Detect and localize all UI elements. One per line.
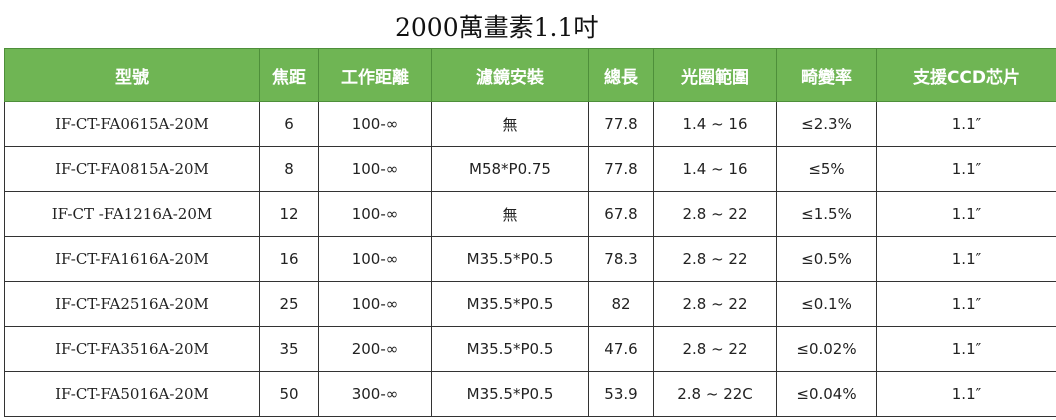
cell-working-distance: 300-∞ bbox=[318, 371, 432, 417]
cell-distortion: ≤1.5% bbox=[776, 191, 877, 237]
cell-filter-mount: M58*P0.75 bbox=[431, 146, 589, 192]
cell-filter-mount: M35.5*P0.5 bbox=[431, 281, 589, 327]
cell-filter-mount: M35.5*P0.5 bbox=[431, 371, 589, 417]
cell-aperture-range: 2.8 ~ 22 bbox=[653, 326, 777, 372]
cell-total-length: 53.9 bbox=[588, 371, 654, 417]
cell-model: IF-CT-FA3516A-20M bbox=[4, 326, 260, 372]
cell-model: IF-CT-FA2516A-20M bbox=[4, 281, 260, 327]
cell-working-distance: 100-∞ bbox=[318, 191, 432, 237]
page-title: 2000萬畫素1.1吋 bbox=[395, 13, 599, 42]
table-row: IF-CT-FA1616A-20M 16 100-∞ M35.5*P0.5 78… bbox=[4, 236, 1056, 282]
cell-sensor-size: 1.1″ bbox=[876, 326, 1056, 372]
header-aperture-range: 光圈範圍 bbox=[653, 48, 777, 102]
header-filter-mount: 濾鏡安裝 bbox=[431, 48, 589, 102]
cell-distortion: ≤0.1% bbox=[776, 281, 877, 327]
cell-model: IF-CT-FA0615A-20M bbox=[4, 101, 260, 147]
cell-sensor-size: 1.1″ bbox=[876, 191, 1056, 237]
lens-spec-table: 型號 焦距 工作距離 濾鏡安裝 總長 光圈範圍 畸變率 支援CCD芯片 IF-C… bbox=[4, 48, 1056, 417]
table-header-row: 型號 焦距 工作距離 濾鏡安裝 總長 光圈範圍 畸變率 支援CCD芯片 bbox=[4, 48, 1056, 102]
cell-distortion: ≤0.04% bbox=[776, 371, 877, 417]
cell-working-distance: 200-∞ bbox=[318, 326, 432, 372]
cell-total-length: 78.3 bbox=[588, 236, 654, 282]
cell-model: IF-CT-FA0815A-20M bbox=[4, 146, 260, 192]
cell-working-distance: 100-∞ bbox=[318, 281, 432, 327]
cell-aperture-range: 2.8 ~ 22 bbox=[653, 236, 777, 282]
cell-distortion: ≤5% bbox=[776, 146, 877, 192]
cell-filter-mount: M35.5*P0.5 bbox=[431, 326, 589, 372]
cell-distortion: ≤0.5% bbox=[776, 236, 877, 282]
header-working-distance: 工作距離 bbox=[318, 48, 432, 102]
header-model: 型號 bbox=[4, 48, 260, 102]
cell-working-distance: 100-∞ bbox=[318, 146, 432, 192]
table-row: IF-CT-FA3516A-20M 35 200-∞ M35.5*P0.5 47… bbox=[4, 326, 1056, 372]
cell-total-length: 82 bbox=[588, 281, 654, 327]
cell-focal-length: 16 bbox=[259, 236, 319, 282]
header-sensor-size: 支援CCD芯片 bbox=[876, 48, 1056, 102]
cell-model: IF-CT -FA1216A-20M bbox=[4, 191, 260, 237]
header-total-length: 總長 bbox=[588, 48, 654, 102]
cell-working-distance: 100-∞ bbox=[318, 101, 432, 147]
cell-total-length: 67.8 bbox=[588, 191, 654, 237]
header-distortion: 畸變率 bbox=[776, 48, 877, 102]
table-row: IF-CT-FA0815A-20M 8 100-∞ M58*P0.75 77.8… bbox=[4, 146, 1056, 192]
table-row: IF-CT-FA5016A-20M 50 300-∞ M35.5*P0.5 53… bbox=[4, 371, 1056, 417]
cell-total-length: 47.6 bbox=[588, 326, 654, 372]
table-row: IF-CT-FA0615A-20M 6 100-∞ 無 77.8 1.4 ~ 1… bbox=[4, 101, 1056, 147]
cell-model: IF-CT-FA1616A-20M bbox=[4, 236, 260, 282]
cell-focal-length: 35 bbox=[259, 326, 319, 372]
cell-filter-mount: M35.5*P0.5 bbox=[431, 236, 589, 282]
cell-aperture-range: 2.8 ~ 22C bbox=[653, 371, 777, 417]
cell-sensor-size: 1.1″ bbox=[876, 146, 1056, 192]
cell-focal-length: 25 bbox=[259, 281, 319, 327]
cell-total-length: 77.8 bbox=[588, 101, 654, 147]
table-row: IF-CT -FA1216A-20M 12 100-∞ 無 67.8 2.8 ~… bbox=[4, 191, 1056, 237]
cell-distortion: ≤2.3% bbox=[776, 101, 877, 147]
cell-filter-mount: 無 bbox=[431, 101, 589, 147]
cell-focal-length: 50 bbox=[259, 371, 319, 417]
cell-sensor-size: 1.1″ bbox=[876, 236, 1056, 282]
cell-model: IF-CT-FA5016A-20M bbox=[4, 371, 260, 417]
header-focal-length: 焦距 bbox=[259, 48, 319, 102]
cell-focal-length: 12 bbox=[259, 191, 319, 237]
cell-sensor-size: 1.1″ bbox=[876, 101, 1056, 147]
cell-distortion: ≤0.02% bbox=[776, 326, 877, 372]
cell-focal-length: 6 bbox=[259, 101, 319, 147]
cell-working-distance: 100-∞ bbox=[318, 236, 432, 282]
cell-filter-mount: 無 bbox=[431, 191, 589, 237]
cell-sensor-size: 1.1″ bbox=[876, 371, 1056, 417]
table-row: IF-CT-FA2516A-20M 25 100-∞ M35.5*P0.5 82… bbox=[4, 281, 1056, 327]
cell-total-length: 77.8 bbox=[588, 146, 654, 192]
cell-focal-length: 8 bbox=[259, 146, 319, 192]
cell-sensor-size: 1.1″ bbox=[876, 281, 1056, 327]
cell-aperture-range: 1.4 ~ 16 bbox=[653, 146, 777, 192]
cell-aperture-range: 2.8 ~ 22 bbox=[653, 281, 777, 327]
cell-aperture-range: 2.8 ~ 22 bbox=[653, 191, 777, 237]
cell-aperture-range: 1.4 ~ 16 bbox=[653, 101, 777, 147]
